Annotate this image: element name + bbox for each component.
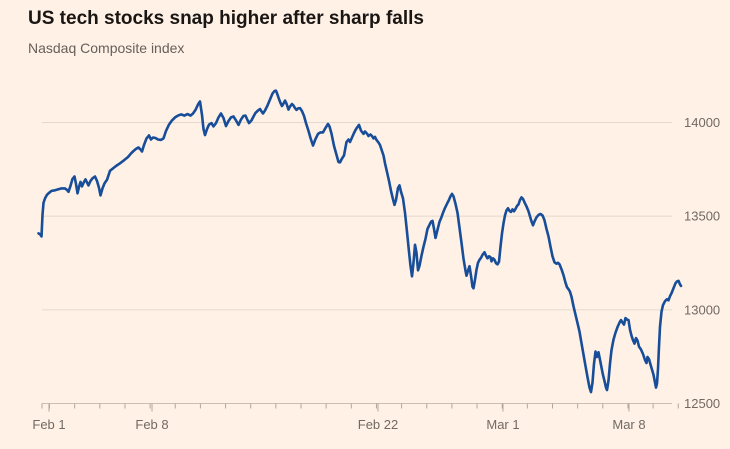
chart-title: US tech stocks snap higher after sharp f… — [28, 8, 424, 29]
chart-header: US tech stocks snap higher after sharp f… — [28, 8, 424, 56]
x-axis-label: Feb 1 — [32, 417, 65, 432]
x-axis-label: Feb 8 — [135, 417, 168, 432]
y-axis-label: 13000 — [684, 302, 720, 317]
y-axis-label: 14000 — [684, 115, 720, 130]
x-axis-label: Feb 22 — [358, 417, 398, 432]
x-axis-label: Mar 8 — [612, 417, 645, 432]
chart-subtitle: Nasdaq Composite index — [28, 40, 185, 56]
y-axis-label: 12500 — [684, 396, 720, 411]
y-axis-label: 13500 — [684, 209, 720, 224]
x-axis-label: Mar 1 — [486, 417, 519, 432]
nasdaq-series-line — [37, 89, 683, 394]
